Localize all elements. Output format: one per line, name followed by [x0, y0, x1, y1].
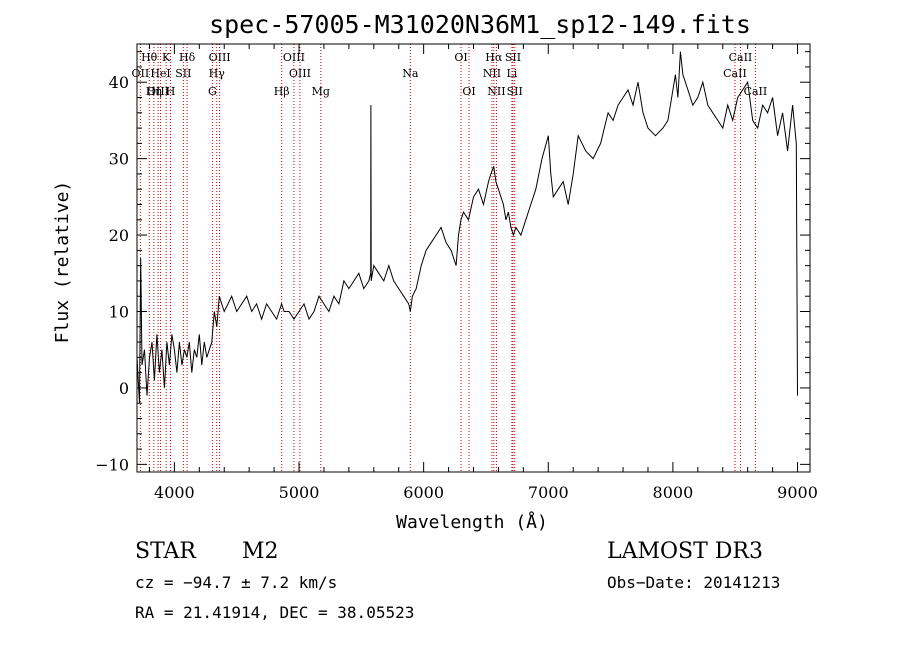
- spectral-line-label: OI: [462, 85, 475, 98]
- spectral-line-label: NII: [483, 67, 501, 80]
- spectral-line-label: Hη: [146, 85, 162, 98]
- survey-name: LAMOST DR3: [607, 539, 763, 564]
- spectral-line-label: K: [162, 51, 171, 64]
- y-tick-label: 10: [109, 303, 129, 322]
- flux-series-line: [136, 51, 798, 404]
- spectral-line-label: OIII: [283, 51, 305, 64]
- x-tick-label: 7000: [528, 483, 569, 502]
- coordinates: RA = 21.41914, DEC = 38.05523: [135, 603, 415, 622]
- y-tick-label: 20: [109, 226, 129, 245]
- spectral-line-label: OIII: [147, 85, 169, 98]
- spectral-line-label: Hθ: [141, 51, 158, 64]
- spectral-line-label: Li: [506, 67, 517, 80]
- spectral-line-label: OIII: [289, 67, 311, 80]
- spectral-line-label: OII: [132, 67, 150, 80]
- spectral-line-label: CaII: [723, 67, 747, 80]
- y-tick-label: 40: [109, 73, 129, 92]
- spectral-line-label: CaII: [744, 85, 768, 98]
- chart-title: spec-57005-M31020N36M1_sp12-149.fits: [209, 10, 751, 39]
- spectral-line-labels: Hθ OII OIII K HeI Hη SII H Hδ OIII Hγ G OIII OIII Hβ Mg…: [132, 51, 768, 98]
- spectral-line-label: H: [166, 85, 176, 98]
- spectral-line-label: OIII: [209, 51, 231, 64]
- observation-date: Obs−Date: 20141213: [607, 573, 781, 592]
- x-tick-label: 9000: [777, 483, 818, 502]
- spectral-line-label: Hγ: [209, 67, 226, 80]
- object-subclass: M2: [242, 539, 279, 564]
- x-tick-label: 4000: [154, 483, 195, 502]
- x-tick-label: 5000: [279, 483, 320, 502]
- spectral-line-label: Hδ: [179, 51, 196, 64]
- spectral-line-label: Hβ: [274, 85, 290, 98]
- spectral-line-label: Mg: [312, 85, 330, 98]
- spectral-line-label: NII: [487, 85, 505, 98]
- x-axis-label: Wavelength (Å): [396, 511, 548, 533]
- plot-frame: [136, 43, 811, 473]
- spectral-line-label: G: [208, 85, 217, 98]
- spectral-line-label: SII: [507, 85, 523, 98]
- spectral-line-label: Na: [402, 67, 419, 80]
- x-tick-label: 6000: [403, 483, 444, 502]
- spectral-line-label: CaII: [729, 51, 753, 64]
- y-tick-label: −10: [95, 455, 129, 474]
- spectral-line-label: SII: [175, 67, 191, 80]
- spectral-line-markers: [139, 44, 756, 472]
- object-class: STAR: [135, 539, 196, 564]
- x-tick-label: 8000: [653, 483, 694, 502]
- y-tick-label: 0: [119, 379, 129, 398]
- spectral-line-label: OI: [454, 51, 467, 64]
- y-axis-label: Flux (relative): [52, 181, 73, 344]
- spectral-line-label: SII: [505, 51, 521, 64]
- spectral-line-label: Hα: [485, 51, 503, 64]
- y-tick-label: 30: [109, 150, 129, 169]
- spectral-line-label: HeI: [150, 67, 170, 80]
- axis-ticks: 4000 5000 6000 7000 8000 9000 −10 0 10 20 30 40: [95, 44, 818, 502]
- redshift-velocity: cz = −94.7 ± 7.2 km/s: [135, 573, 338, 592]
